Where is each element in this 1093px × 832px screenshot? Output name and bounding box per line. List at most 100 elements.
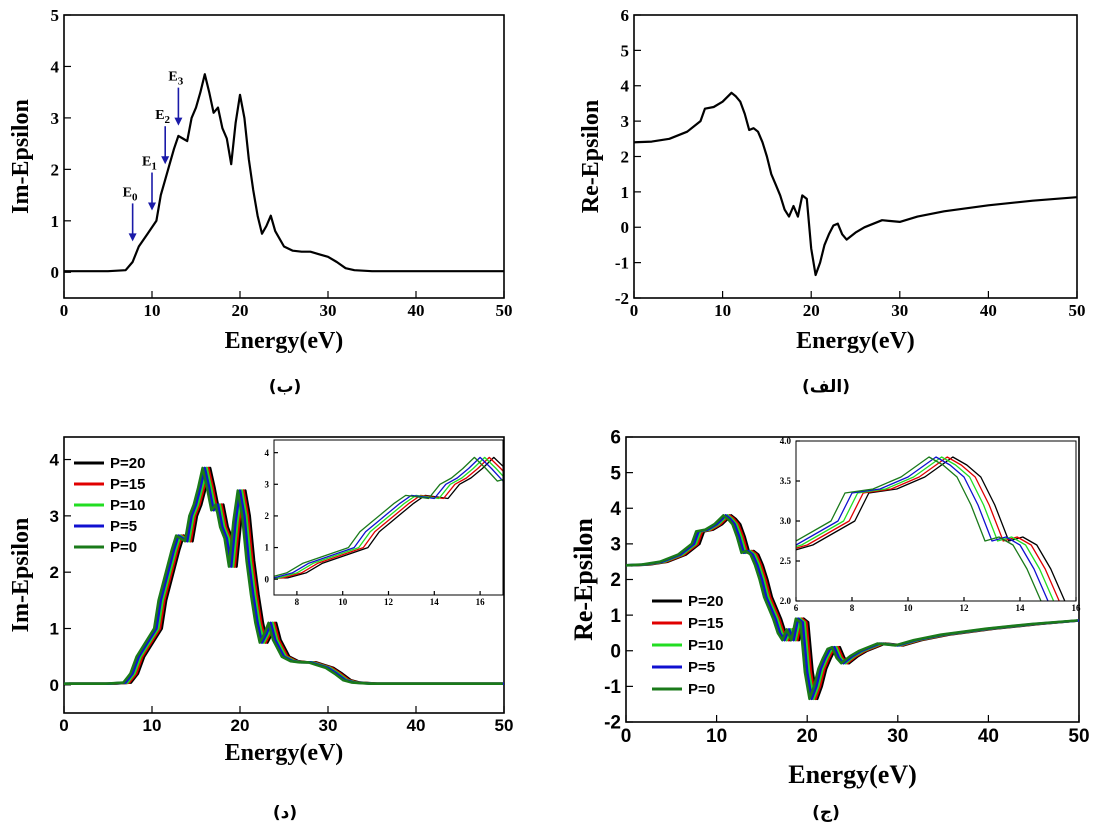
- y-axis-label: Re-Epsilon: [569, 518, 598, 641]
- x-tick-label: 10: [143, 716, 162, 735]
- x-tick-label: 20: [797, 726, 818, 747]
- y-tick-label: 1: [265, 543, 270, 553]
- y-tick-label: 6: [621, 6, 630, 25]
- x-tick-label: 20: [803, 301, 820, 320]
- legend-label: P=5: [110, 518, 137, 535]
- x-tick-label: 30: [887, 726, 908, 747]
- y-tick-label: 4: [51, 57, 60, 76]
- x-tick-label: 14: [1016, 603, 1026, 613]
- y-tick-label: -1: [615, 254, 629, 273]
- y-tick-label: 2: [265, 511, 270, 521]
- y-tick-label: 1: [51, 212, 60, 231]
- legend-label: P=0: [688, 681, 715, 698]
- chart-top-right: 0 10 20 30 40 50 -2 -1 0 1 2 3 4 5 6 Energy(eV) Re-Epsil…: [578, 6, 1086, 397]
- y-tick-label: 4: [265, 448, 270, 458]
- x-tick-label: 20: [231, 716, 250, 735]
- x-tick-label: 50: [1069, 301, 1086, 320]
- transition-subscript: 0: [132, 191, 138, 203]
- series-group: [634, 91, 1077, 277]
- x-axis-label: Energy(eV): [796, 328, 915, 354]
- y-tick-label: -1: [604, 677, 621, 698]
- y-tick-label: 3: [50, 507, 59, 526]
- legend-label: P=15: [110, 476, 145, 493]
- panel-caption: (ج): [812, 803, 840, 823]
- y-axis-label: Re-Epsilon: [578, 100, 604, 213]
- x-tick-label: 14: [430, 597, 440, 607]
- legend-label: P=5: [688, 659, 715, 676]
- y-tick-label: 6: [610, 428, 621, 449]
- legend-label: P=20: [110, 455, 145, 472]
- x-tick-label: 10: [714, 301, 731, 320]
- series-group: [64, 73, 504, 273]
- y-tick-label: 3: [621, 112, 630, 131]
- legend-label: P=10: [110, 497, 145, 514]
- y-tick-label: 5: [621, 41, 630, 60]
- legend-label: P=20: [688, 593, 723, 610]
- y-tick-label: 0: [265, 574, 270, 584]
- transition-subscript: 1: [151, 161, 157, 173]
- y-axis-label: Im-Epsilon: [8, 99, 34, 214]
- legend: P=20 P=15 P=10 P=5 P=0: [74, 455, 145, 556]
- inset-series-line: [796, 456, 1042, 601]
- inset-series-line: [274, 456, 503, 579]
- y-tick-label: 3: [610, 535, 621, 556]
- legend-label: P=15: [688, 615, 723, 632]
- transition-subscript: 3: [178, 76, 184, 88]
- x-tick-label: 8: [850, 603, 855, 613]
- transition-subscript: 2: [165, 114, 171, 126]
- series-line: [626, 514, 1078, 701]
- y-tick-label: 2: [50, 563, 59, 582]
- x-axis-label: Energy(eV): [788, 760, 917, 789]
- y-tick-label: 2.0: [780, 596, 792, 606]
- y-tick-label: 0: [50, 676, 59, 695]
- x-tick-label: 40: [980, 301, 997, 320]
- x-tick-label: 6: [794, 603, 799, 613]
- y-tick-label: -2: [604, 713, 621, 734]
- legend-label: P=0: [110, 539, 137, 556]
- transition-label: E0: [123, 185, 138, 203]
- inset-series-line: [274, 456, 503, 578]
- legend: P=20 P=15 P=10 P=5 P=0: [652, 593, 723, 698]
- x-tick-label: 30: [319, 716, 338, 735]
- y-tick-label: 1: [621, 183, 630, 202]
- y-tick-label: 0: [621, 218, 630, 237]
- y-tick-label: 3: [265, 479, 270, 489]
- x-axis-label: Energy(eV): [225, 740, 344, 766]
- transition-label: E2: [155, 108, 170, 126]
- panel-caption: (الف): [802, 377, 850, 397]
- y-tick-label: 2.5: [780, 556, 792, 566]
- y-tick-label: 0: [610, 641, 621, 662]
- x-tick-label: 40: [408, 301, 425, 320]
- arrow-head: [161, 156, 170, 165]
- series-line: [634, 91, 1077, 277]
- y-tick-label: 4: [610, 499, 621, 520]
- y-tick-label: 2: [621, 147, 630, 166]
- y-tick-label: 5: [610, 463, 621, 484]
- inset: 6 8 10 12 14 16 2.0 2.5 3.0 3.5 4.0: [780, 436, 1081, 613]
- y-tick-label: 4.0: [780, 436, 792, 446]
- chart-top-left: 0 10 20 30 40 50012345Energy(eV)Im-Epsilon(ب)…: [8, 6, 513, 397]
- arrow-head: [128, 233, 137, 242]
- y-tick-label: 3.0: [780, 516, 792, 526]
- x-tick-label: 20: [232, 301, 249, 320]
- x-tick-label: 50: [1068, 726, 1089, 747]
- series-group: [626, 514, 1079, 701]
- x-tick-label: 10: [706, 726, 727, 747]
- x-tick-label: 50: [496, 301, 513, 320]
- x-tick-label: 50: [495, 716, 514, 735]
- x-tick-label: 0: [630, 301, 639, 320]
- y-axis-label: Im-Epsilon: [8, 518, 34, 633]
- inset-series-line: [796, 456, 1060, 601]
- x-tick-label: 10: [338, 597, 348, 607]
- plot-frame: [63, 14, 505, 299]
- plot-frame: [633, 14, 1078, 299]
- inset-series-line: [274, 456, 503, 579]
- x-tick-label: 40: [407, 716, 426, 735]
- x-tick-label: 40: [978, 726, 999, 747]
- inset-series-group: [274, 456, 503, 579]
- inset-series-line: [274, 456, 503, 579]
- plot-frame: [63, 436, 505, 714]
- chart-bottom-right: 0 10 20 30 40 50-2-10123456Energy(eV)Re-Epsil…: [569, 428, 1090, 823]
